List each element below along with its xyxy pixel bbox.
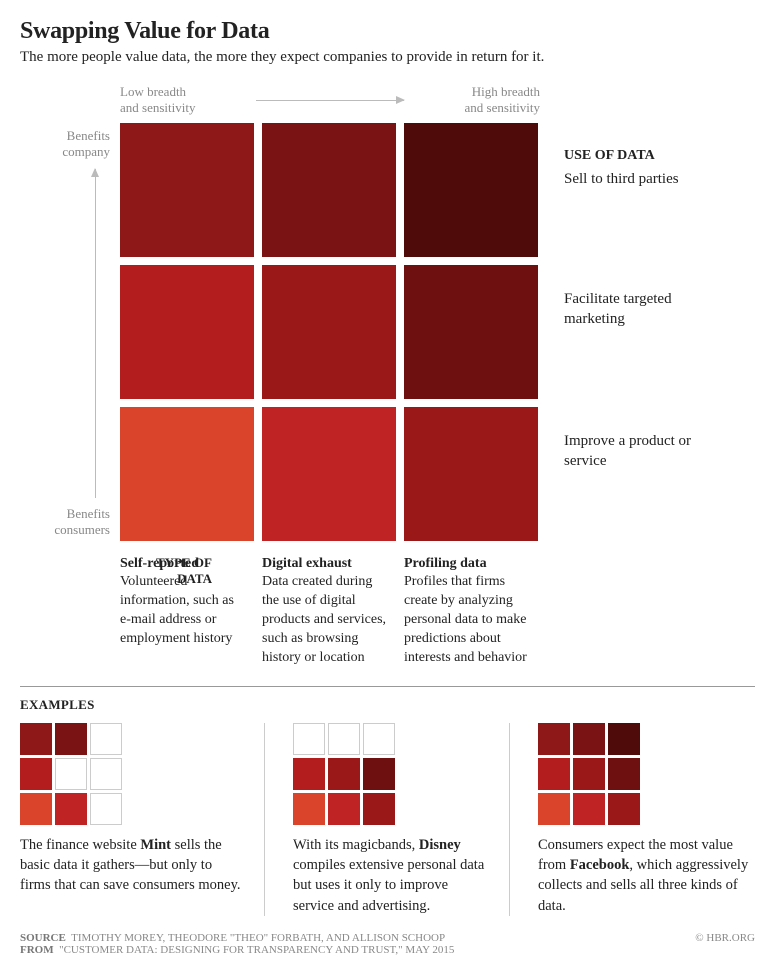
section-divider [20, 686, 755, 687]
matrix-wrap: Low breadthand sensitivity High breadtha… [20, 84, 755, 668]
x-axis-arrow-icon [256, 100, 404, 101]
row-label-text: Sell to third parties [564, 171, 679, 187]
heatmap-cell [262, 407, 396, 541]
source-text: TIMOTHY MOREY, THEODORE "THEO" FORBATH, … [71, 932, 445, 944]
mini-cell [328, 758, 360, 790]
y-axis-bottom-label: Benefitsconsumers [54, 506, 110, 539]
mini-cell [20, 723, 52, 755]
mini-cell [538, 758, 570, 790]
heatmap-grid: USE OF DATA Sell to third parties Facilita… [120, 123, 755, 545]
example-text: Consumers expect the most value from Fac… [538, 835, 755, 916]
row-label: USE OF DATA Sell to third parties [546, 123, 726, 261]
x-axis: Low breadthand sensitivity High breadtha… [120, 84, 540, 117]
mini-cell [293, 723, 325, 755]
source-label: SOURCE [20, 932, 66, 944]
example-text: With its magicbands, Disney compiles ext… [293, 835, 491, 916]
examples-header: EXAMPLES [20, 697, 755, 713]
heatmap-cell [404, 265, 538, 399]
mini-cell [573, 793, 605, 825]
mini-heatmap [20, 723, 246, 825]
footer-source: SOURCE TIMOTHY MOREY, THEODORE "THEO" FO… [20, 932, 454, 956]
example-brand: Facebook [570, 857, 630, 873]
mini-cell [363, 793, 395, 825]
mini-cell [608, 793, 640, 825]
y-axis-arrow-icon [95, 169, 96, 498]
heatmap-cell [120, 123, 254, 257]
mini-cell [293, 758, 325, 790]
example: With its magicbands, Disney compiles ext… [265, 723, 510, 916]
y-axis: Benefitscompany Benefitsconsumers [20, 128, 110, 538]
heatmap-cell [262, 265, 396, 399]
mini-cell [328, 723, 360, 755]
row-label: Improve a product or service [546, 407, 726, 545]
example: Consumers expect the most value from Fac… [510, 723, 755, 916]
mini-cell [20, 793, 52, 825]
mini-cell [55, 793, 87, 825]
col-label-title: Profiling data [404, 555, 532, 574]
mini-cell [328, 793, 360, 825]
x-axis-high-label: High breadthand sensitivity [410, 84, 540, 117]
example: The finance website Mint sells the basic… [20, 723, 265, 916]
footer-copyright: © HBR.ORG [695, 932, 755, 956]
col-header: TYPE OF DATA [120, 555, 212, 589]
example-brand: Disney [419, 837, 461, 853]
mini-cell [55, 758, 87, 790]
example-brand: Mint [140, 837, 171, 853]
heatmap-cell [262, 123, 396, 257]
example-text: The finance website Mint sells the basic… [20, 835, 246, 896]
col-label: Digital exhaustData created during the u… [262, 555, 400, 668]
mini-cell [573, 723, 605, 755]
mini-heatmap [293, 723, 491, 825]
col-label-desc: Data created during the use of digital p… [262, 574, 386, 665]
y-axis-top-label: Benefitscompany [62, 128, 110, 161]
row-label-text: Improve a product or service [564, 433, 691, 469]
mini-cell [608, 723, 640, 755]
col-labels: Self-reportedVolunteered information, su… [120, 555, 755, 668]
mini-cell [538, 793, 570, 825]
mini-cell [20, 758, 52, 790]
heatmap-cell [404, 407, 538, 541]
col-label-desc: Profiles that firms create by analyzing … [404, 574, 527, 665]
x-axis-low-label: Low breadthand sensitivity [120, 84, 250, 117]
page-title: Swapping Value for Data [20, 18, 755, 45]
from-text: "CUSTOMER DATA: DESIGNING FOR TRANSPAREN… [59, 944, 454, 956]
mini-cell [363, 758, 395, 790]
mini-cell [538, 723, 570, 755]
col-label-title: Digital exhaust [262, 555, 390, 574]
mini-cell [293, 793, 325, 825]
from-label: FROM [20, 944, 54, 956]
mini-cell [90, 793, 122, 825]
mini-cell [363, 723, 395, 755]
mini-cell [55, 723, 87, 755]
heatmap-cell [120, 407, 254, 541]
row-label: Facilitate targeted marketing [546, 265, 726, 403]
col-label: Profiling dataProfiles that firms create… [404, 555, 542, 668]
page-subtitle: The more people value data, the more the… [20, 49, 755, 66]
footer: SOURCE TIMOTHY MOREY, THEODORE "THEO" FO… [20, 932, 755, 956]
mini-cell [90, 723, 122, 755]
mini-cell [573, 758, 605, 790]
heatmap-cell [404, 123, 538, 257]
row-label-text: Facilitate targeted marketing [564, 291, 672, 327]
mini-cell [90, 758, 122, 790]
mini-heatmap [538, 723, 755, 825]
row-header: USE OF DATA [564, 147, 726, 166]
heatmap-cell [120, 265, 254, 399]
mini-cell [608, 758, 640, 790]
examples-row: The finance website Mint sells the basic… [20, 723, 755, 916]
